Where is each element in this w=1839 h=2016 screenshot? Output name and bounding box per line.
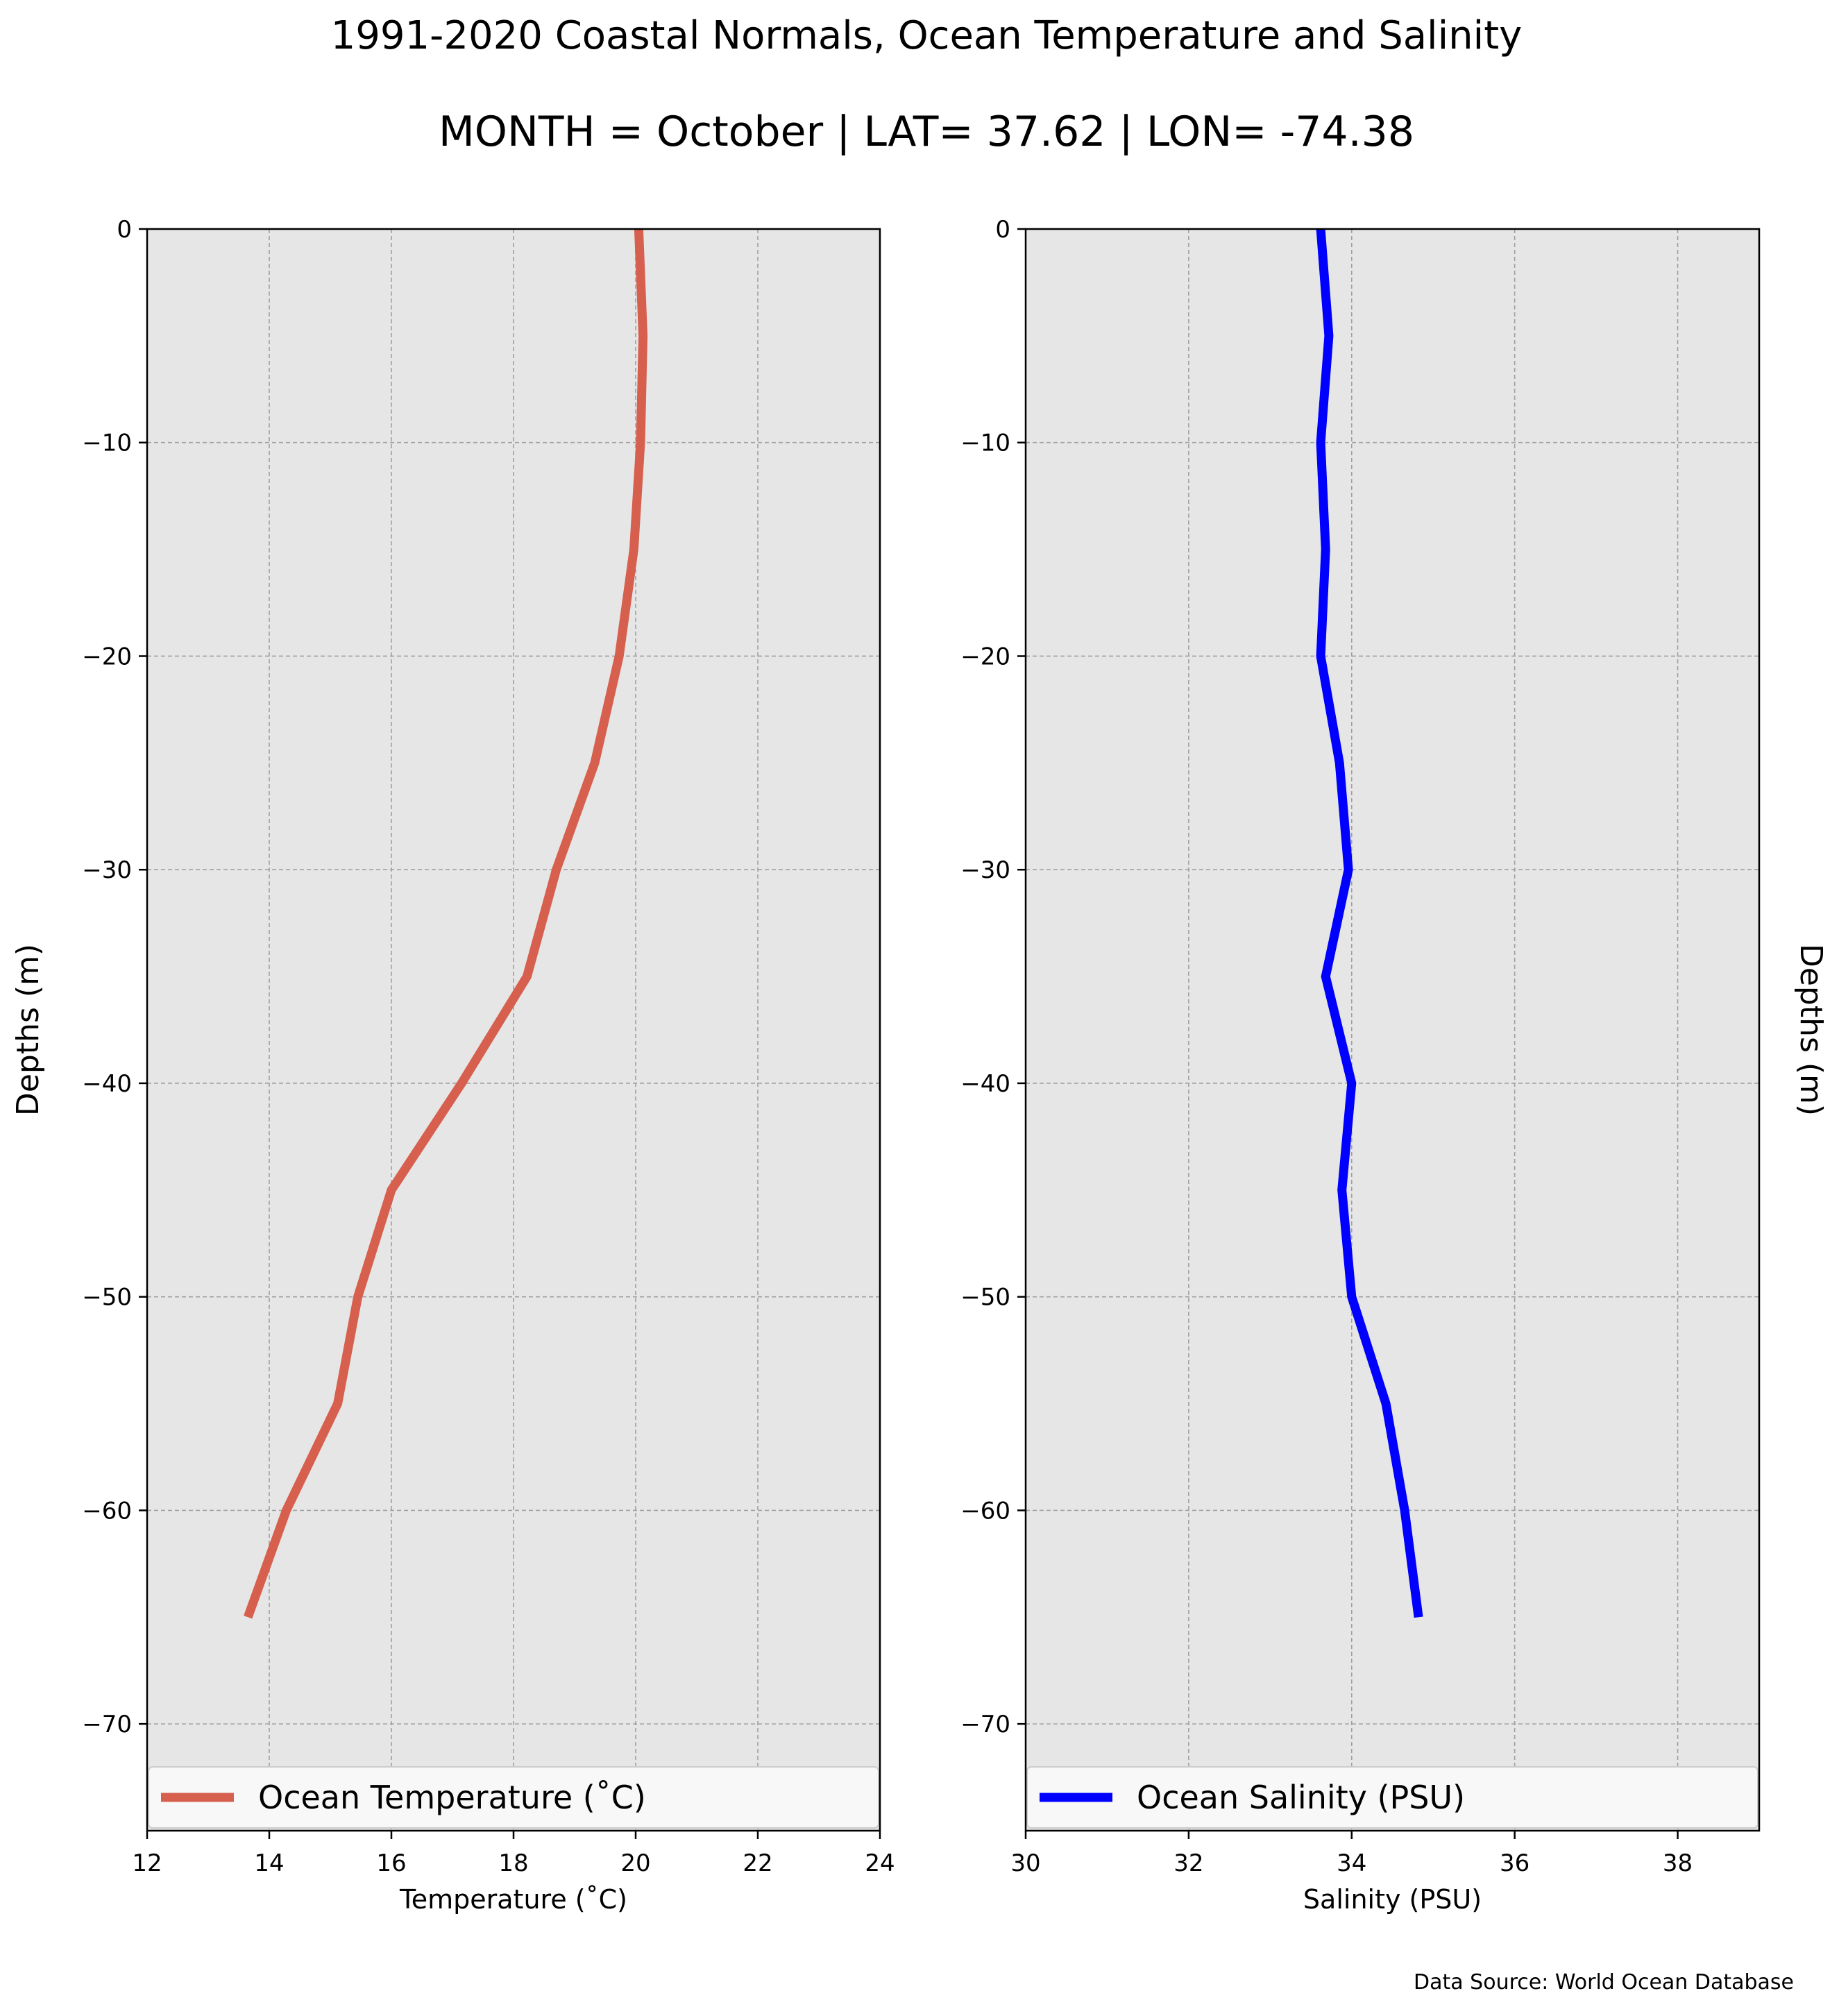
y-tick-label: −60 — [960, 1497, 1010, 1525]
x-axis-label: Salinity (PSU) — [1303, 1884, 1482, 1915]
y-tick-label: −30 — [960, 856, 1010, 884]
series-line-temperature — [244, 228, 648, 1619]
y-tick-label: −50 — [960, 1284, 1010, 1312]
x-tick-label: 18 — [498, 1849, 528, 1877]
y-tick-label: −60 — [82, 1497, 132, 1525]
y-tick-label: 0 — [995, 216, 1010, 244]
x-tick-label: 30 — [1010, 1849, 1040, 1877]
plot-area — [1026, 229, 1759, 1831]
chart-subtitle: MONTH = October | LAT= 37.62 | LON= -74.… — [439, 108, 1414, 156]
series-line-salinity — [1316, 228, 1423, 1618]
y-tick-label: −10 — [82, 430, 132, 457]
legend-box — [148, 1766, 879, 1829]
x-tick-label: 14 — [254, 1849, 284, 1877]
legend-label: Ocean Salinity (PSU) — [1137, 1779, 1465, 1816]
legend-label: Ocean Temperature (˚C) — [258, 1779, 646, 1816]
y-tick-label: −70 — [82, 1711, 132, 1738]
x-tick-label: 20 — [620, 1849, 650, 1877]
y-axis-label: Depths (m) — [10, 944, 46, 1116]
x-tick-label: 16 — [376, 1849, 406, 1877]
data-source-note: Data Source: World Ocean Database — [1414, 1970, 1794, 1994]
y-tick-label: −20 — [960, 643, 1010, 670]
x-tick-label: 12 — [132, 1849, 162, 1877]
y-tick-label: −50 — [82, 1284, 132, 1312]
y-tick-label: −70 — [960, 1711, 1010, 1738]
x-tick-label: 24 — [865, 1849, 895, 1877]
chart-title: 1991-2020 Coastal Normals, Ocean Tempera… — [331, 13, 1523, 58]
y-tick-label: −10 — [960, 430, 1010, 457]
legend-box — [1026, 1766, 1759, 1829]
y-tick-label: −40 — [82, 1070, 132, 1098]
y-axis-label: Depths (m) — [1793, 944, 1829, 1116]
y-tick-label: 0 — [117, 216, 132, 244]
salinity-panel: Ocean Salinity (PSU) 30 32 34 36 38 0 −10 −20 −30… — [960, 216, 1829, 1915]
x-tick-label: 38 — [1663, 1849, 1693, 1877]
x-tick-label: 32 — [1173, 1849, 1203, 1877]
y-tick-label: −20 — [82, 643, 132, 670]
x-tick-label: 22 — [743, 1849, 772, 1877]
x-axis-label: Temperature (˚C) — [399, 1884, 627, 1915]
y-tick-label: −40 — [960, 1070, 1010, 1098]
y-tick-label: −30 — [82, 856, 132, 884]
x-tick-label: 34 — [1337, 1849, 1366, 1877]
axes-frame — [1024, 228, 1761, 1832]
temperature-panel: Ocean Temperature (˚C) 12 14 16 18 20 22 24 0 −10… — [10, 216, 895, 1915]
x-tick-label: 36 — [1500, 1849, 1529, 1877]
